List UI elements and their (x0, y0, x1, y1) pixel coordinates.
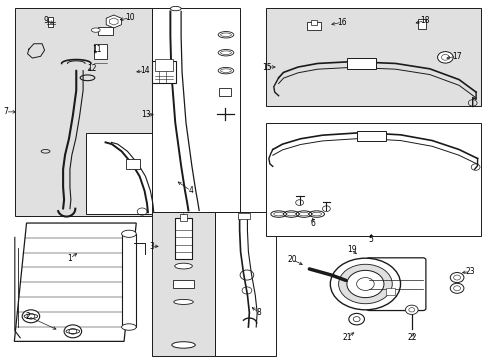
Text: 11: 11 (92, 45, 102, 54)
Text: 1: 1 (67, 254, 72, 263)
Bar (417, 19, 426, 30)
Ellipse shape (91, 28, 100, 32)
Bar (219, 88, 231, 96)
Circle shape (22, 310, 40, 323)
Circle shape (352, 317, 359, 321)
Text: 14: 14 (140, 66, 149, 75)
Text: 21: 21 (342, 333, 351, 342)
Bar (155, 59, 173, 71)
Bar (126, 159, 140, 168)
Bar (48, 17, 53, 27)
Text: 8: 8 (256, 308, 261, 317)
Circle shape (69, 328, 77, 334)
Bar (86, 134, 173, 214)
Bar (94, 44, 106, 59)
Bar (179, 214, 187, 221)
Bar (152, 61, 176, 83)
Circle shape (437, 51, 452, 63)
Bar (122, 234, 136, 327)
Circle shape (405, 305, 417, 315)
Text: 22: 22 (407, 333, 417, 342)
Circle shape (330, 258, 400, 310)
Circle shape (338, 264, 391, 304)
Bar (152, 8, 239, 212)
Text: 17: 17 (451, 52, 461, 61)
FancyBboxPatch shape (366, 258, 425, 311)
Bar (174, 218, 192, 259)
Circle shape (449, 283, 463, 293)
Text: 23: 23 (465, 267, 474, 276)
Text: 4: 4 (188, 186, 193, 195)
Bar (385, 288, 394, 295)
Text: 20: 20 (287, 255, 297, 264)
Bar (356, 131, 385, 141)
Text: 15: 15 (262, 63, 271, 72)
Bar (266, 123, 480, 235)
Bar (172, 280, 194, 288)
Circle shape (346, 270, 383, 298)
Circle shape (27, 314, 35, 319)
Text: 10: 10 (125, 13, 135, 22)
Bar (98, 27, 113, 35)
Circle shape (64, 325, 81, 338)
Bar (306, 22, 320, 30)
Ellipse shape (170, 6, 181, 11)
Text: 2: 2 (25, 312, 30, 321)
Text: 7: 7 (3, 107, 8, 116)
Text: 19: 19 (346, 246, 356, 255)
Text: 9: 9 (43, 16, 48, 25)
Text: 12: 12 (87, 64, 97, 73)
Text: 6: 6 (310, 219, 315, 228)
Text: 5: 5 (368, 235, 373, 244)
Ellipse shape (174, 263, 192, 269)
Ellipse shape (171, 342, 195, 348)
Text: 3: 3 (149, 242, 154, 251)
Ellipse shape (122, 324, 136, 330)
Ellipse shape (173, 300, 193, 305)
Bar (152, 212, 215, 356)
Bar (266, 8, 480, 107)
Bar (215, 212, 276, 356)
Bar (346, 58, 375, 69)
Circle shape (348, 314, 364, 325)
Polygon shape (14, 223, 136, 341)
Bar (238, 213, 249, 219)
Text: 13: 13 (141, 110, 150, 119)
Text: 18: 18 (419, 16, 429, 25)
Bar (310, 20, 316, 25)
Circle shape (449, 273, 463, 283)
Bar (15, 8, 152, 216)
Text: 16: 16 (337, 18, 346, 27)
Ellipse shape (122, 230, 136, 237)
Circle shape (356, 278, 373, 291)
